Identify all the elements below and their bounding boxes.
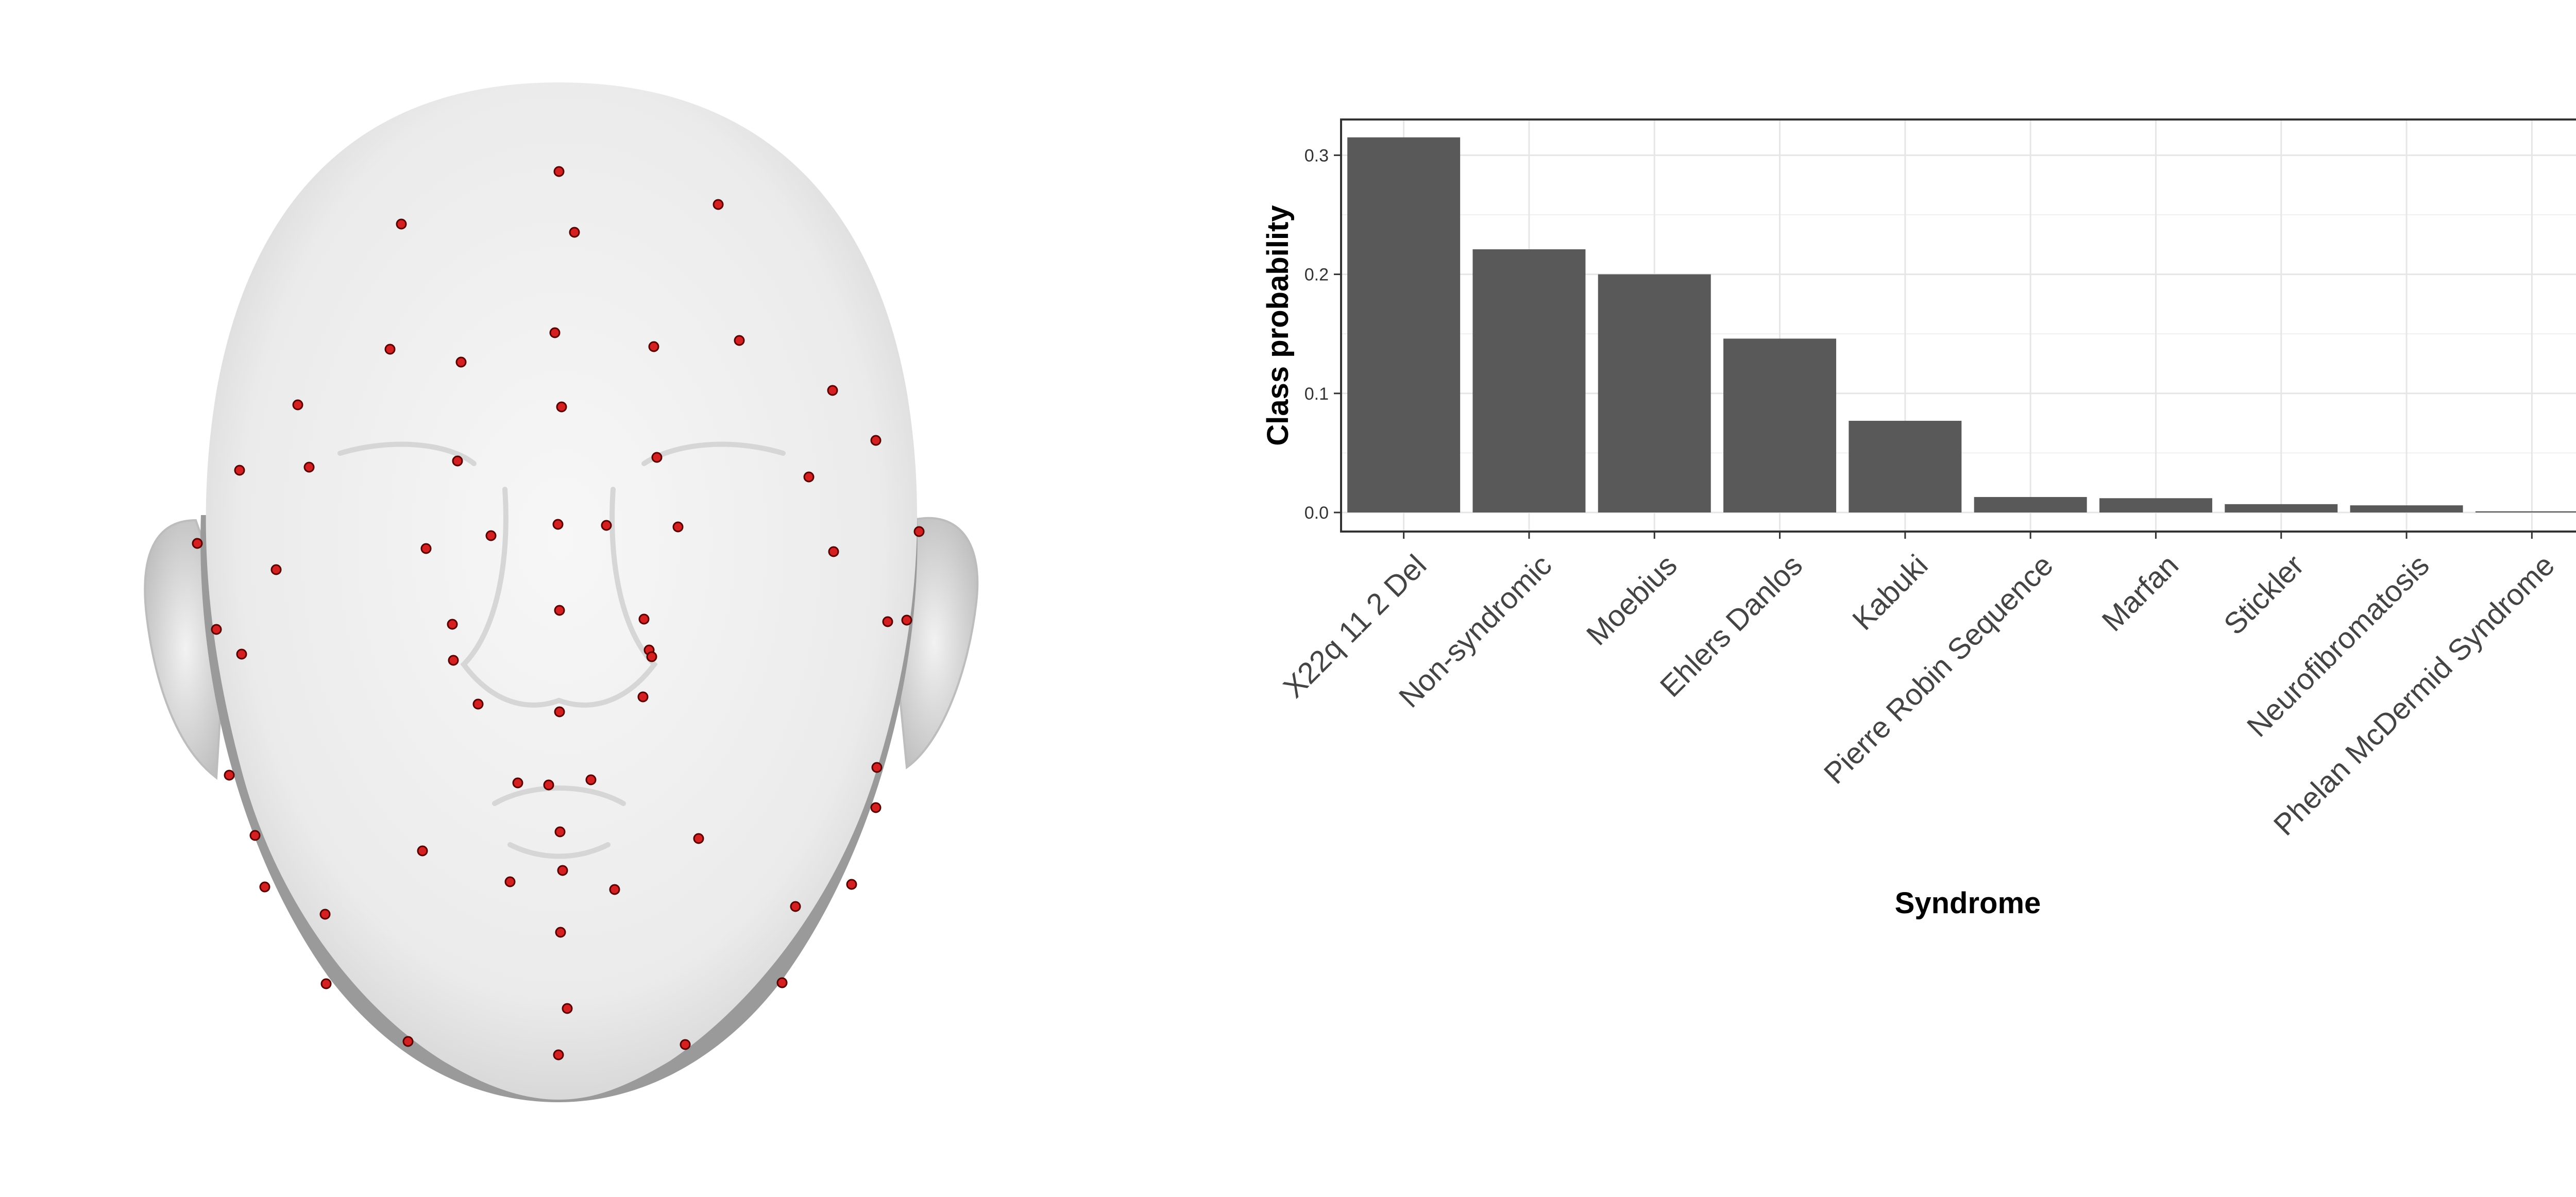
bar: [1723, 338, 1837, 513]
landmark-point: [680, 1039, 691, 1050]
landmark-point: [384, 344, 396, 355]
landmark-points: [192, 166, 925, 1061]
landmark-point: [672, 521, 684, 533]
landmark-point: [585, 774, 597, 785]
x-tick-label: Marfan: [2095, 549, 2185, 638]
landmark-point: [569, 227, 580, 238]
bar: [1849, 420, 1962, 513]
landmark-point: [803, 471, 815, 483]
landmark-point: [870, 435, 882, 446]
landmark-point: [553, 1049, 564, 1061]
landmark-point: [452, 455, 463, 467]
landmark-point: [270, 564, 282, 575]
landmark-point: [646, 651, 657, 662]
bar: [1598, 274, 1711, 513]
landmark-point: [790, 901, 801, 912]
landmark-point: [249, 830, 261, 841]
face-landmarks-figure: [144, 82, 979, 1102]
bars: [1347, 137, 2576, 513]
landmark-point: [234, 465, 245, 476]
bar: [1974, 497, 2087, 513]
y-axis-ticks: 0.0 0.1 0.2 0.3: [1304, 146, 1341, 523]
landmark-point: [648, 341, 659, 352]
bar: [2225, 504, 2338, 513]
landmark-point: [638, 613, 650, 625]
landmark-point: [292, 399, 303, 411]
landmark-point: [554, 706, 565, 717]
landmark-point: [549, 327, 561, 338]
landmark-point: [901, 614, 912, 626]
landmark-point: [236, 648, 247, 660]
bar: [1472, 249, 1586, 513]
landmark-point: [472, 698, 484, 710]
landmark-point: [543, 779, 554, 791]
landmark-point: [693, 833, 704, 844]
chart-panel: 0.0 0.1 0.2 0.3 X22q 11 2 Del Non-syndromic M…: [1133, 0, 2576, 1194]
landmark-point: [504, 876, 516, 887]
landmark-point: [828, 546, 839, 557]
landmark-point: [192, 538, 203, 549]
landmark-point: [396, 218, 407, 230]
landmark-point: [913, 526, 925, 537]
landmark-point: [512, 777, 523, 789]
x-tick-label: Kabuki: [1846, 549, 1934, 637]
landmark-point: [211, 624, 222, 635]
landmark-point: [448, 655, 459, 666]
bar: [2475, 511, 2576, 513]
landmark-point: [562, 1003, 573, 1014]
landmark-point: [420, 543, 432, 554]
landmark-point: [447, 619, 458, 630]
landmark-point: [846, 879, 857, 890]
landmark-point: [303, 461, 315, 473]
landmark-point: [713, 199, 724, 210]
x-tick-label: Stickler: [2217, 549, 2310, 641]
bar: [1347, 137, 1461, 513]
landmark-point: [224, 770, 235, 781]
landmark-point: [259, 881, 270, 893]
y-axis-title: Class probability: [1261, 205, 1295, 446]
face-features: [337, 441, 786, 859]
landmark-point: [870, 802, 882, 813]
landmark-point: [552, 519, 564, 530]
landmark-point: [609, 884, 620, 895]
landmark-point: [601, 520, 612, 531]
landmark-point: [556, 401, 567, 413]
landmark-point: [554, 826, 566, 837]
landmark-point: [554, 605, 565, 616]
x-tick-label: Pierre Robin Sequence: [1818, 549, 2060, 791]
y-tick-label: 0.3: [1304, 146, 1329, 165]
x-axis-title: Syndrome: [1895, 886, 2041, 920]
x-tick-label: Moebius: [1580, 549, 1684, 652]
landmark-point: [553, 166, 565, 177]
bar: [2350, 505, 2463, 513]
landmark-point: [455, 356, 467, 368]
landmark-point: [402, 1036, 414, 1047]
y-tick-label: 0.2: [1304, 265, 1329, 285]
landmark-point: [734, 335, 745, 346]
landmark-point: [651, 452, 663, 463]
landmark-point: [827, 385, 838, 396]
landmark-point: [557, 865, 568, 876]
landmark-point: [882, 616, 893, 627]
face-panel: [0, 0, 1133, 1194]
landmark-point: [871, 762, 883, 773]
landmark-point: [776, 977, 788, 988]
landmark-point: [417, 845, 428, 857]
landmark-point: [320, 978, 332, 989]
landmark-point: [555, 927, 566, 938]
landmark-point: [319, 909, 331, 920]
y-tick-label: 0.1: [1304, 384, 1329, 404]
y-tick-label: 0.0: [1304, 503, 1329, 523]
landmark-point: [637, 691, 649, 703]
bar: [2099, 498, 2212, 513]
plot-frame: [1340, 118, 2576, 533]
landmark-point: [485, 530, 497, 541]
